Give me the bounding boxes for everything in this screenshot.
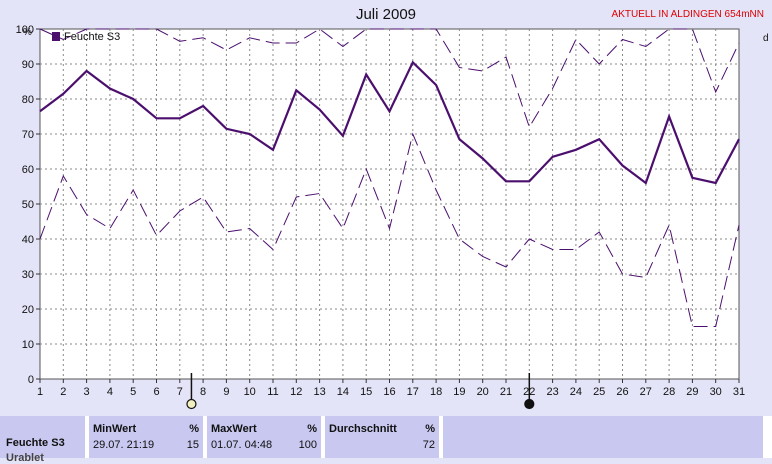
avg-unit: % — [425, 423, 435, 435]
stats-row-label-cell: Feuchte S3 Urablet — [0, 416, 85, 464]
y-tick-label: 10 — [22, 339, 34, 351]
x-tick-label: 19 — [453, 386, 465, 398]
x-tick-label: 13 — [313, 386, 325, 398]
x-tick-label: 11 — [267, 386, 278, 398]
x-tick-label: 2 — [60, 386, 66, 398]
y-tick-label: 20 — [22, 304, 34, 316]
x-tick-label: 9 — [223, 386, 229, 398]
x-tick-label: 30 — [710, 386, 722, 398]
x-tick-label: 25 — [593, 386, 605, 398]
stats-panel: Feuchte S3 Urablet MinWert % 29.07. 21:1… — [0, 416, 772, 464]
max-unit: % — [307, 423, 317, 435]
min-value-cell: MinWert % 29.07. 21:19 15 — [89, 416, 203, 458]
average-cell: Durchschnitt % 72 — [325, 416, 439, 458]
x-tick-label: 26 — [616, 386, 628, 398]
stats-row-label-2: Urablet — [6, 452, 44, 464]
series-max-line — [39, 28, 740, 129]
x-tick-label: 23 — [546, 386, 558, 398]
x-tick-label: 24 — [570, 386, 582, 398]
avg-header: Durchschnitt — [329, 423, 397, 435]
max-value: 100 — [298, 439, 317, 451]
max-value-cell: MaxWert % 01.07. 04:48 100 — [207, 416, 321, 458]
min-value: 15 — [186, 439, 199, 451]
series-min-line — [39, 132, 740, 327]
y-tick-label: 50 — [22, 199, 34, 211]
stats-empty-cell — [443, 416, 763, 458]
moon-markers — [186, 373, 535, 410]
series-lines — [39, 28, 740, 327]
y-tick-label: 90 — [22, 59, 34, 71]
x-tick-label: 29 — [686, 386, 698, 398]
y-axis-unit: % — [23, 27, 32, 38]
x-tick-label: 5 — [130, 386, 136, 398]
x-tick-label: 6 — [153, 386, 159, 398]
chart-title: Juli 2009 — [355, 6, 417, 23]
x-tick-label: 27 — [640, 386, 652, 398]
y-tick-label: 30 — [22, 269, 34, 281]
legend-label: Feuchte S3 — [64, 31, 120, 43]
x-tick-label: 4 — [107, 386, 113, 398]
avg-value: 72 — [422, 439, 435, 451]
x-tick-label: 28 — [663, 386, 675, 398]
x-tick-label: 1 — [37, 386, 43, 398]
full-moon-icon — [186, 398, 197, 410]
x-tick-label: 18 — [430, 386, 442, 398]
x-tick-label: 17 — [407, 386, 419, 398]
live-status-label[interactable]: AKTUELL IN ALDINGEN 654mNN — [611, 9, 764, 20]
x-tick-label: 31 — [733, 386, 745, 398]
y-tick-label: 100 — [16, 24, 34, 36]
x-tick-label: 3 — [84, 386, 90, 398]
x-tick-label: 7 — [177, 386, 183, 398]
legend-swatch — [52, 32, 60, 41]
y-tick-label: 0 — [28, 374, 34, 386]
min-time: 29.07. 21:19 — [93, 439, 155, 451]
x-tick-label: 16 — [383, 386, 395, 398]
min-header: MinWert — [93, 423, 137, 435]
y-tick-label: 60 — [22, 164, 34, 176]
max-time: 01.07. 04:48 — [211, 439, 273, 451]
grid-lines — [40, 29, 739, 379]
x-tick-label: 20 — [477, 386, 489, 398]
x-tick-label: 12 — [290, 386, 302, 398]
max-header: MaxWert — [211, 423, 257, 435]
new-moon-icon — [524, 398, 535, 410]
x-tick-label: 14 — [337, 386, 349, 398]
x-tick-label: 8 — [200, 386, 206, 398]
right-axis-unit: d — [763, 33, 769, 44]
min-unit: % — [189, 423, 199, 435]
x-tick-label: 21 — [500, 386, 512, 398]
y-tick-label: 80 — [22, 94, 34, 106]
x-tick-label: 10 — [244, 386, 256, 398]
y-tick-label: 70 — [22, 129, 34, 141]
series-mean-line — [39, 60, 740, 185]
stats-row-label: Feuchte S3 — [6, 437, 65, 449]
y-tick-label: 40 — [22, 234, 34, 246]
legend: Feuchte S3 — [52, 31, 120, 43]
x-tick-label: 15 — [360, 386, 372, 398]
